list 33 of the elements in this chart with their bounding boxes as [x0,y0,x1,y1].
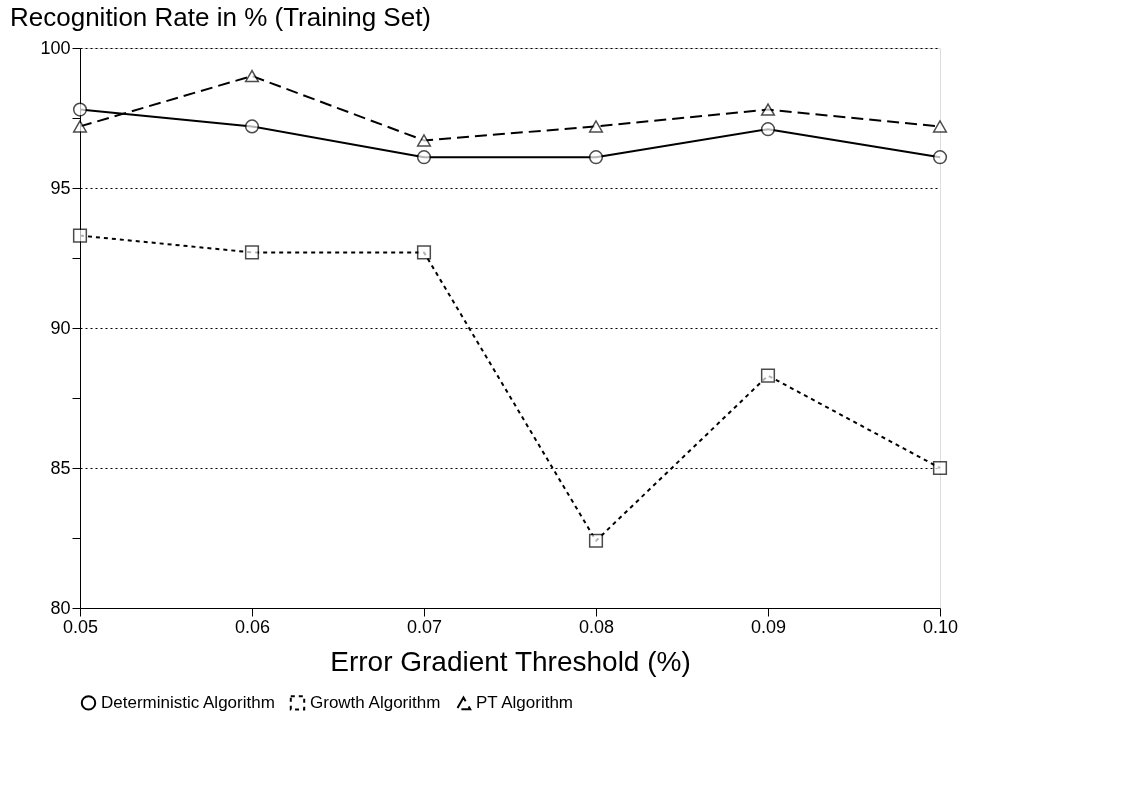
x-axis-title: Error Gradient Threshold (%) [330,645,691,677]
legend-label: Growth Algorithm [310,692,441,712]
point [244,245,260,260]
point [416,245,432,260]
point [72,228,88,243]
legend-label: Deterministic Algorithm [101,692,275,712]
y-tick-label: 90 [50,317,71,338]
point [416,134,432,147]
x-tick-label: 0.08 [578,616,615,637]
point [416,150,432,165]
x-tick-label: 0.07 [406,616,443,637]
point [72,102,88,117]
point [932,150,948,165]
y-tick-label: 100 [40,37,71,58]
x-tick-label: 0.09 [750,616,787,637]
point [932,120,948,133]
x-tick-label: 0.05 [62,616,99,637]
point [588,150,604,165]
point [760,368,776,383]
chart-title: Recognition Rate in % (Training Set) [10,2,432,32]
point [588,533,604,548]
y-tick-label: 95 [50,177,71,198]
y-tick-label: 85 [50,457,71,478]
point [588,120,604,133]
legend-label: PT Algorithm [476,693,574,713]
x-tick-label: 0.06 [234,616,271,637]
point [244,69,260,83]
point [244,119,260,134]
point [760,122,776,137]
x-tick-label: 0.10 [922,616,959,637]
point [932,460,948,476]
point [760,103,776,116]
y-tick-label: 80 [50,597,71,618]
